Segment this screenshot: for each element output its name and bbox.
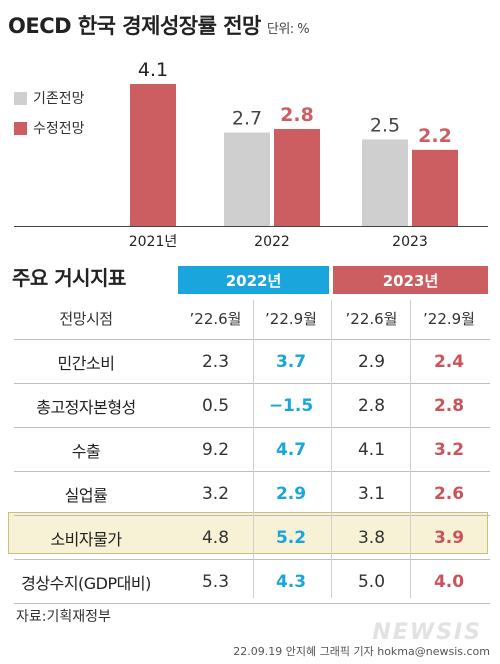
table-cell: −1.5 [268, 396, 314, 416]
bar-existing [224, 132, 270, 226]
bar-value-label: 2.8 [280, 104, 314, 126]
table-cell: 5.0 [357, 572, 386, 592]
highlight-row-background [8, 512, 488, 554]
bar-revised [412, 149, 458, 226]
row-divider [14, 427, 490, 428]
bar-value-label: 4.1 [138, 59, 168, 81]
subheader-col: ’22.6월 [345, 309, 398, 328]
x-tick-label: 2021년 [129, 234, 178, 250]
year-header-2022: 2022년 [178, 266, 329, 294]
table-row: 실업률 3.2 2.9 3.1 2.6 [0, 472, 500, 516]
bar-existing [362, 139, 408, 226]
table-cell: 2.9 [357, 352, 386, 372]
subheader-col: ’22.6월 [189, 309, 242, 328]
row-label: 소비자물가 [50, 530, 122, 549]
table-cell: 3.2 [201, 484, 230, 504]
table-title: 주요 거시지표 [12, 266, 126, 290]
bar-revised [130, 84, 176, 226]
bar-value-label: 2.5 [370, 114, 400, 136]
row-divider [14, 559, 490, 560]
table-row: 민간소비 2.3 3.7 2.9 2.4 [0, 340, 500, 384]
row-label: 수출 [71, 442, 101, 461]
column-divider [410, 300, 411, 598]
bar-value-label: 2.2 [418, 125, 452, 147]
chart-title: OECD 한국 경제성장률 전망 단위: % [8, 10, 310, 40]
table-cell: 2.8 [357, 396, 386, 416]
table-row: 수출 9.2 4.7 4.1 3.2 [0, 428, 500, 472]
table-cell: 2.8 [433, 396, 465, 416]
column-divider [253, 300, 254, 598]
table-row: 총고정자본형성 0.5 −1.5 2.8 2.8 [0, 384, 500, 428]
row-label: 민간소비 [57, 354, 115, 373]
subheader-label: 전망시점 [59, 309, 113, 328]
table-cell: 3.2 [433, 440, 465, 460]
table-cell: 2.3 [201, 352, 230, 372]
bar-revised [274, 129, 320, 226]
legend-swatch-existing [14, 91, 27, 105]
row-divider [14, 339, 490, 340]
table-cell: 9.2 [201, 440, 230, 460]
growth-bar-chart: 4.1 2021년 2.7 2.8 2022 2.5 2.2 2023 [14, 59, 488, 250]
legend-label-existing: 기존전망 [33, 91, 85, 107]
row-label: 총고정자본형성 [36, 398, 136, 417]
table-cell: 3.7 [275, 352, 307, 372]
row-label: 경상수지(GDP대비) [21, 574, 151, 593]
table-cell: 3.9 [433, 528, 465, 548]
row-label: 실업률 [64, 486, 108, 505]
row-divider [14, 383, 490, 384]
legend-label-revised: 수정전망 [33, 121, 85, 137]
column-divider [331, 300, 332, 598]
source-note: 자료:기획재정부 [16, 609, 111, 625]
table-cell: 4.1 [357, 440, 386, 460]
table-cell: 2.4 [433, 352, 465, 372]
x-tick-label: 2023 [392, 234, 428, 250]
table-subheader-row: 전망시점 ’22.6월 ’22.9월 ’22.6월 ’22.9월 [0, 296, 500, 340]
credit-line: 22.09.19 안지혜 그래픽 기자 hokma@newsis.com [233, 645, 490, 658]
subheader-col: ’22.9월 [423, 309, 475, 328]
table-cell: 0.5 [201, 396, 230, 416]
table-cell: 4.0 [433, 572, 465, 592]
table-cell: 5.3 [201, 572, 230, 592]
table-cell: 4.8 [201, 528, 230, 548]
table-cell: 5.2 [275, 528, 307, 548]
table-cell: 3.1 [357, 484, 386, 504]
legend-item-existing: 기존전망 [14, 88, 85, 108]
legend-item-revised: 수정전망 [14, 118, 85, 138]
table-cell: 4.3 [275, 572, 307, 592]
row-divider [14, 515, 490, 516]
unit-label: 단위: % [266, 22, 310, 37]
bar-value-label: 2.7 [232, 107, 262, 129]
title-text: OECD 한국 경제성장률 전망 [8, 14, 261, 38]
row-divider [14, 603, 490, 604]
table-row: 경상수지(GDP대비) 5.3 4.3 5.0 4.0 [0, 560, 500, 604]
year-header-2023: 2023년 [333, 266, 488, 294]
watermark: NEWSIS [372, 620, 482, 645]
x-tick-label: 2022 [254, 234, 290, 250]
row-divider [14, 471, 490, 472]
table-cell: 2.6 [433, 484, 465, 504]
subheader-col: ’22.9월 [265, 309, 317, 328]
legend-swatch-revised [14, 121, 27, 135]
table-cell: 4.7 [275, 440, 307, 460]
table-row: 소비자물가 4.8 5.2 3.8 3.9 [0, 516, 500, 560]
table-cell: 2.9 [275, 484, 307, 504]
table-cell: 3.8 [357, 528, 386, 548]
